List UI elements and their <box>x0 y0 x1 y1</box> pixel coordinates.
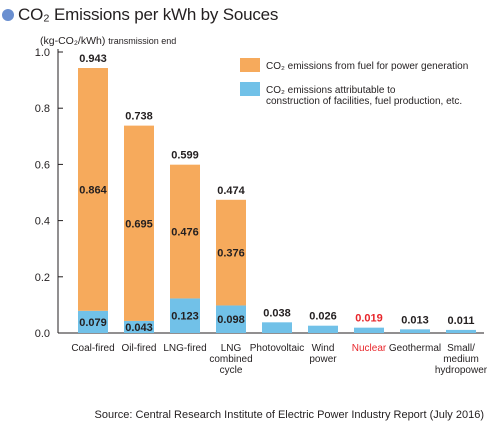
category-label-line: medium <box>443 354 479 365</box>
category-label-line: Small/ <box>447 343 475 354</box>
category-label-line: Nuclear <box>352 343 387 354</box>
category-label-line: Wind <box>312 343 335 354</box>
category-label-line: Geothermal <box>389 343 441 354</box>
category-label: Geothermal <box>389 343 441 354</box>
y-tick-label: 0.8 <box>35 103 50 115</box>
y-tick-label: 0.6 <box>35 159 50 171</box>
category-label: Photovoltaic <box>250 343 304 354</box>
bar-segment-facilities <box>216 305 246 333</box>
category-label-line: LNG <box>221 343 242 354</box>
y-tick-label: 0.0 <box>35 328 50 340</box>
category-label: Nuclear <box>352 343 387 354</box>
bar-segment-facilities <box>124 320 154 333</box>
bar-segment-facilities <box>308 325 338 333</box>
data-label-fuel: 0.695 <box>125 218 153 230</box>
category-label: Oil-fired <box>121 343 156 354</box>
category-label: Wind power <box>309 343 337 365</box>
legend-swatch <box>240 58 260 72</box>
category-label-line: cycle <box>220 365 243 376</box>
chart-title: CO₂ Emissions per kWh by Souces <box>18 5 279 24</box>
category-label-line: power <box>309 354 337 365</box>
bar-segment-fuel <box>124 125 154 321</box>
category-label-line: LNG-fired <box>163 343 206 354</box>
bar-segment-facilities <box>354 327 384 333</box>
data-label-total: 0.019 <box>355 313 383 325</box>
data-label-total: 0.026 <box>309 311 337 323</box>
data-label-fuel: 0.864 <box>79 184 107 196</box>
data-label-facilities: 0.098 <box>217 314 245 326</box>
legend-label-line: CO₂ emissions from fuel for power genera… <box>266 61 468 72</box>
data-label-total: 0.038 <box>263 307 291 319</box>
category-label: LNG-fired <box>163 343 206 354</box>
legend-label-line: CO₂ emissions attributable to <box>266 85 396 96</box>
data-label-total: 0.599 <box>171 150 199 162</box>
category-label: Coal-fired <box>71 343 114 354</box>
category-label-line: Photovoltaic <box>250 343 304 354</box>
title-bullet-icon <box>2 9 14 21</box>
bar-segment-facilities <box>78 310 108 333</box>
bar-segment-facilities <box>446 329 476 333</box>
legend-label-line: construction of facilities, fuel product… <box>266 96 462 107</box>
bar-segment-fuel <box>216 199 246 306</box>
category-label-line: hydropower <box>435 365 488 376</box>
bar-segment-facilities <box>170 298 200 333</box>
chart-title-row: CO₂ Emissions per kWh by Souces <box>2 2 278 28</box>
y-tick-label: 0.4 <box>35 216 50 228</box>
category-label: Small/medium hydropower <box>435 343 488 376</box>
data-label-facilities: 0.043 <box>125 322 153 334</box>
bar-segment-fuel <box>78 68 108 311</box>
data-label-total: 0.738 <box>125 111 153 123</box>
emissions-bar-chart: 0.0 0.2 0.4 0.6 0.8 1.0 0.864 0.079 0.943 Coal-fi… <box>35 47 488 376</box>
bar-segment-facilities <box>400 329 430 333</box>
source-note: Source: Central Research Institute of El… <box>94 409 484 421</box>
y-axis-unit-note: transmission end <box>108 36 177 46</box>
category-label-line: Oil-fired <box>121 343 156 354</box>
category-label: LNG combined cycle <box>209 343 252 376</box>
y-axis-unit-label: (kg-CO₂/kWh) transmission end <box>40 35 176 47</box>
data-label-total: 0.013 <box>401 314 429 326</box>
category-label-line: combined <box>209 354 252 365</box>
data-label-fuel: 0.476 <box>171 227 199 239</box>
data-label-total: 0.011 <box>448 315 475 327</box>
data-label-total: 0.943 <box>79 53 107 65</box>
data-label-facilities: 0.079 <box>79 317 107 329</box>
legend-swatch <box>240 82 260 96</box>
bar-segment-facilities <box>262 322 292 333</box>
y-tick-label: 1.0 <box>35 47 50 59</box>
data-label-facilities: 0.123 <box>171 311 199 323</box>
legend-label: CO₂ emissions from fuel for power genera… <box>266 61 468 72</box>
data-label-fuel: 0.376 <box>217 248 245 260</box>
legend-label: CO₂ emissions attributable to constructio… <box>266 85 462 107</box>
y-axis-unit: (kg-CO₂/kWh) <box>40 35 106 47</box>
bar-segment-fuel <box>170 164 200 299</box>
category-label-line: Coal-fired <box>71 343 114 354</box>
data-label-total: 0.474 <box>217 185 245 197</box>
y-tick-label: 0.2 <box>35 272 50 284</box>
